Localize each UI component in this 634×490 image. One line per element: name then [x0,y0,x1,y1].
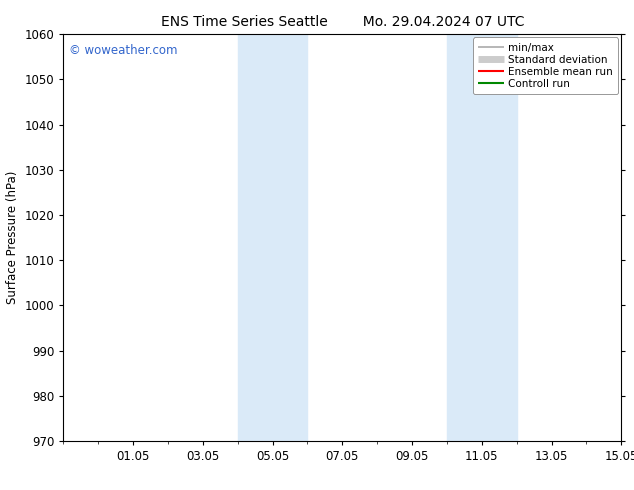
Bar [238,34,307,441]
Legend: min/max, Standard deviation, Ensemble mean run, Controll run: min/max, Standard deviation, Ensemble me… [473,37,618,94]
Text: © woweather.com: © woweather.com [69,45,178,57]
Y-axis label: Surface Pressure (hPa): Surface Pressure (hPa) [6,171,19,304]
Bar [447,34,517,441]
Title: ENS Time Series Seattle        Mo. 29.04.2024 07 UTC: ENS Time Series Seattle Mo. 29.04.2024 0… [160,15,524,29]
